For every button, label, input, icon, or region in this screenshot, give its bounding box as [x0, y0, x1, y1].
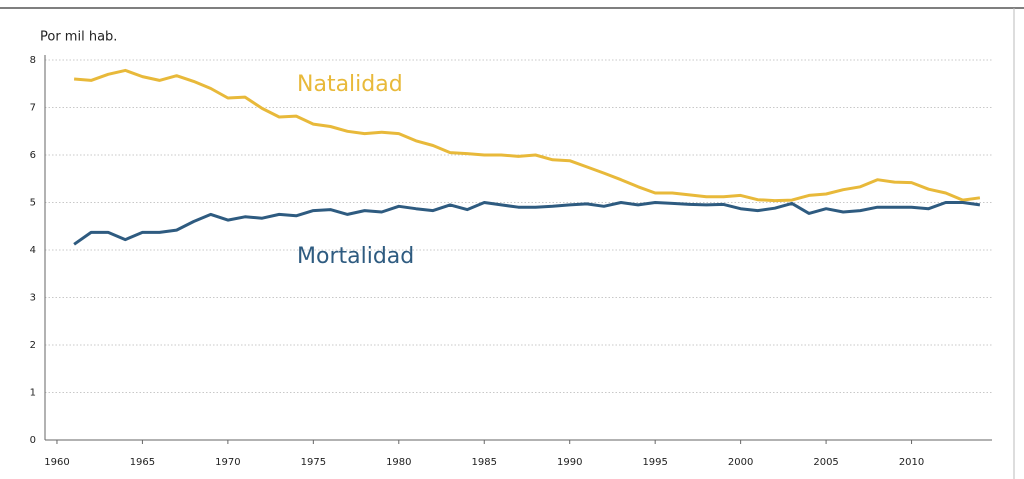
series-label: Natalidad [297, 72, 403, 97]
y-tick-label: 6 [30, 150, 36, 161]
x-tick-label: 1975 [301, 457, 326, 468]
y-tick-label: 7 [30, 103, 36, 114]
x-tick-label: 2005 [813, 457, 838, 468]
y-tick-label: 2 [30, 340, 36, 351]
x-tick-label: 1980 [386, 457, 411, 468]
x-tick-label: 1995 [642, 457, 667, 468]
y-tick-label: 8 [30, 55, 36, 66]
x-tick-label: 1990 [557, 457, 582, 468]
y-tick-label: 4 [30, 245, 36, 256]
series-line [73, 201, 981, 246]
x-tick-label: 1965 [130, 457, 155, 468]
x-tick-label: 1960 [44, 457, 69, 468]
x-tick-label: 2010 [899, 457, 924, 468]
series-label: Mortalidad [297, 244, 414, 269]
y-axis-label: Por mil hab. [40, 30, 117, 45]
y-tick-label: 5 [30, 198, 36, 209]
x-tick-label: 1985 [472, 457, 497, 468]
x-tick-label: 1970 [215, 457, 240, 468]
x-tick-label: 2000 [728, 457, 753, 468]
series-line [73, 68, 981, 203]
y-tick-label: 1 [30, 388, 36, 399]
y-tick-label: 0 [30, 435, 36, 446]
y-tick-label: 3 [30, 293, 36, 304]
